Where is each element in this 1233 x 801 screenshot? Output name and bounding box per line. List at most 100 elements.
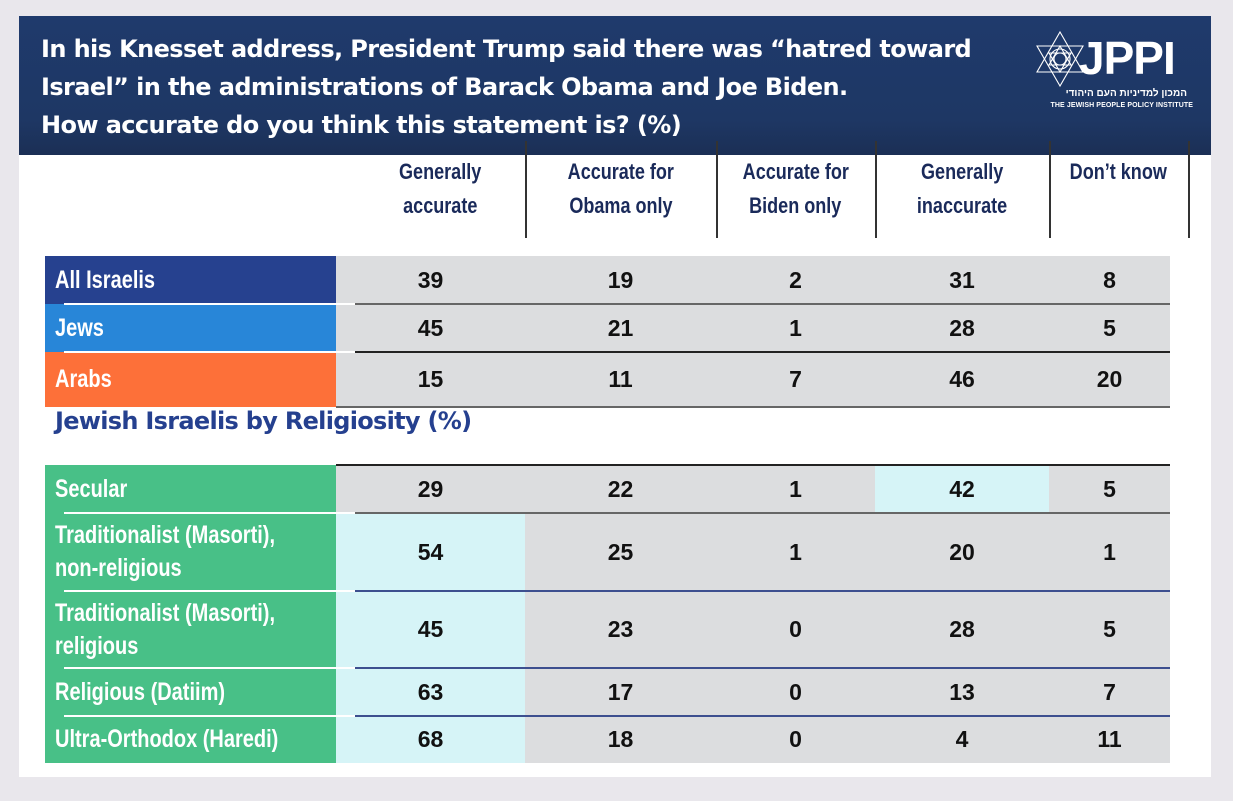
row-label: Secular bbox=[45, 465, 336, 513]
table-row: Jews 45 21 1 28 5 bbox=[45, 304, 1170, 352]
label-gap bbox=[64, 303, 355, 305]
row-values: 39 19 2 31 8 bbox=[336, 256, 1170, 304]
column-header-text: Accurate for bbox=[742, 159, 849, 184]
value-cell: 19 bbox=[607, 266, 634, 293]
row-values: 63 17 0 13 7 bbox=[336, 668, 1170, 716]
jppi-logo: JPPI המכון למדיניות העם היהודי THE JEWIS… bbox=[1027, 26, 1202, 116]
title-line: How accurate do you think this statement… bbox=[41, 111, 682, 139]
value-cell: 1 bbox=[1103, 538, 1116, 565]
column-header: Accurate for Obama only bbox=[525, 141, 716, 252]
value-cell: 54 bbox=[336, 513, 525, 591]
value-cell: 23 bbox=[607, 616, 634, 642]
column-divider bbox=[875, 141, 877, 238]
row-separator bbox=[336, 303, 1170, 305]
table-row: Religious (Datiim) 63 17 0 13 7 bbox=[45, 668, 1170, 716]
logo-wordmark: JPPI bbox=[1079, 32, 1176, 84]
row-label: Traditionalist (Masorti), religious bbox=[45, 591, 336, 668]
row-label: Jews bbox=[45, 304, 336, 352]
row-label-text: Jews bbox=[55, 313, 104, 342]
value-cell: 29 bbox=[417, 475, 444, 502]
value-cell: 0 bbox=[789, 726, 802, 752]
value-cell: 21 bbox=[607, 314, 634, 341]
column-divider bbox=[1049, 141, 1051, 238]
row-separator bbox=[336, 351, 1170, 353]
column-header: Generally accurate bbox=[356, 141, 525, 252]
value-cell: 45 bbox=[417, 314, 444, 341]
row-label-text: Religious (Datiim) bbox=[55, 677, 226, 706]
title-banner: In his Knesset address, President Trump … bbox=[19, 16, 1211, 155]
column-divider bbox=[525, 141, 527, 238]
row-label: Ultra-Orthodox (Haredi) bbox=[45, 716, 336, 763]
row-separator bbox=[336, 406, 1170, 408]
column-header-text: Generally bbox=[399, 159, 482, 184]
column-header-text: Accurate for bbox=[567, 159, 674, 184]
value-cell: 11 bbox=[608, 366, 633, 392]
column-divider bbox=[716, 141, 718, 238]
row-label: Traditionalist (Masorti), non-religious bbox=[45, 513, 336, 591]
row-separator bbox=[336, 590, 1170, 592]
value-cell: 1 bbox=[789, 538, 802, 565]
row-label: All Israelis bbox=[45, 256, 336, 304]
value-cell: 7 bbox=[789, 366, 802, 392]
value-cell: 39 bbox=[417, 266, 444, 293]
column-header-text: Generally bbox=[920, 159, 1004, 184]
table-row: Arabs 15 11 7 46 20 bbox=[45, 352, 1170, 407]
value-cell: 17 bbox=[607, 678, 634, 705]
row-values: 45 23 0 28 5 bbox=[336, 591, 1170, 668]
row-label-text: Ultra-Orthodox (Haredi) bbox=[55, 725, 279, 753]
value-cell: 22 bbox=[607, 475, 634, 502]
row-separator bbox=[336, 512, 1170, 514]
logo-english-name: THE JEWISH PEOPLE POLICY INSTITUTE bbox=[1050, 102, 1193, 109]
row-label-text: religious bbox=[55, 631, 139, 660]
row-values: 54 25 1 20 1 bbox=[336, 513, 1170, 591]
value-cell: 25 bbox=[607, 538, 634, 565]
row-label-text: All Israelis bbox=[55, 265, 156, 294]
value-cell: 7 bbox=[1103, 678, 1116, 705]
row-label-text: Arabs bbox=[55, 365, 112, 393]
row-separator bbox=[336, 464, 1170, 466]
row-values: 45 21 1 28 5 bbox=[336, 304, 1170, 352]
value-cell: 31 bbox=[949, 266, 975, 293]
value-cell: 28 bbox=[949, 314, 975, 341]
title-line: In his Knesset address, President Trump … bbox=[41, 35, 972, 63]
value-cell: 45 bbox=[336, 591, 525, 668]
column-header: Accurate for Biden only bbox=[716, 141, 875, 252]
value-cell: 1 bbox=[789, 314, 802, 341]
row-values: 29 22 1 42 5 bbox=[336, 465, 1170, 513]
value-cell: 2 bbox=[789, 266, 802, 293]
value-cell: 20 bbox=[949, 538, 975, 565]
column-header: Generally inaccurate bbox=[875, 141, 1049, 252]
value-cell: 5 bbox=[1103, 616, 1116, 642]
value-cell: 46 bbox=[949, 366, 975, 392]
value-cell: 28 bbox=[949, 616, 975, 642]
row-separator bbox=[336, 667, 1170, 669]
value-cell: 0 bbox=[789, 678, 802, 705]
row-values: 15 11 7 46 20 bbox=[336, 352, 1170, 407]
label-gap bbox=[64, 590, 355, 592]
row-label-text: Secular bbox=[55, 474, 128, 503]
value-cell: 68 bbox=[336, 716, 525, 763]
value-cell: 4 bbox=[955, 726, 969, 752]
title-line: Israel” in the administrations of Barack… bbox=[41, 73, 848, 101]
column-header-text: Don’t know bbox=[1069, 159, 1168, 184]
label-gap bbox=[64, 667, 355, 669]
row-label: Arabs bbox=[45, 352, 336, 407]
row-separator bbox=[336, 715, 1170, 717]
value-cell: 42 bbox=[875, 465, 1049, 513]
label-gap bbox=[64, 351, 355, 353]
label-gap bbox=[64, 512, 355, 514]
section-title-religiosity: Jewish Israelis by Religiosity (%) bbox=[55, 407, 472, 435]
value-cell: 15 bbox=[417, 366, 444, 392]
table-row: All Israelis 39 19 2 31 8 bbox=[45, 256, 1170, 304]
row-label: Religious (Datiim) bbox=[45, 668, 336, 716]
value-cell: 18 bbox=[607, 726, 634, 752]
label-gap bbox=[64, 715, 355, 717]
table-row: Traditionalist (Masorti), religious 45 23 0 2… bbox=[45, 591, 1170, 668]
column-header-text: inaccurate bbox=[916, 193, 1008, 218]
value-cell: 1 bbox=[789, 475, 802, 502]
table-row: Secular 29 22 1 42 5 bbox=[45, 465, 1170, 513]
value-cell: 8 bbox=[1103, 266, 1116, 293]
row-label-text: Traditionalist (Masorti), bbox=[55, 598, 276, 627]
table-row: Ultra-Orthodox (Haredi) 68 18 0 4 11 bbox=[45, 716, 1170, 763]
column-header-text: accurate bbox=[403, 193, 478, 218]
